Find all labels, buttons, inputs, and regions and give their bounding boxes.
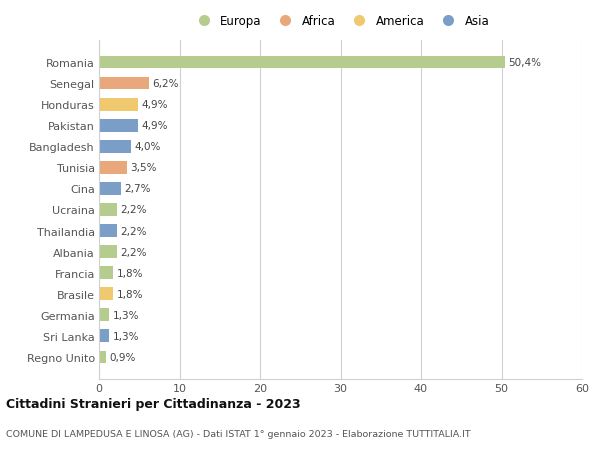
Text: 50,4%: 50,4% <box>508 58 541 68</box>
Bar <box>99 309 109 321</box>
Bar <box>99 78 149 90</box>
Text: 1,8%: 1,8% <box>117 289 143 299</box>
Text: 3,5%: 3,5% <box>130 163 157 173</box>
Bar <box>99 99 139 111</box>
Text: 6,2%: 6,2% <box>152 79 179 89</box>
Text: 2,2%: 2,2% <box>120 205 146 215</box>
Text: 0,9%: 0,9% <box>109 352 136 362</box>
Bar <box>99 225 117 237</box>
Text: 4,0%: 4,0% <box>134 142 161 152</box>
Text: COMUNE DI LAMPEDUSA E LINOSA (AG) - Dati ISTAT 1° gennaio 2023 - Elaborazione TU: COMUNE DI LAMPEDUSA E LINOSA (AG) - Dati… <box>6 429 470 438</box>
Text: 2,2%: 2,2% <box>120 247 146 257</box>
Bar <box>99 267 113 280</box>
Bar <box>99 183 121 195</box>
Text: 4,9%: 4,9% <box>142 100 168 110</box>
Bar <box>99 140 131 153</box>
Bar <box>99 288 113 300</box>
Text: 4,9%: 4,9% <box>142 121 168 131</box>
Bar <box>99 246 117 258</box>
Text: 1,8%: 1,8% <box>117 268 143 278</box>
Bar <box>99 162 127 174</box>
Bar <box>99 351 106 364</box>
Bar <box>99 56 505 69</box>
Text: 1,3%: 1,3% <box>113 331 139 341</box>
Text: Cittadini Stranieri per Cittadinanza - 2023: Cittadini Stranieri per Cittadinanza - 2… <box>6 397 301 410</box>
Text: 2,7%: 2,7% <box>124 184 151 194</box>
Bar <box>99 120 139 132</box>
Text: 2,2%: 2,2% <box>120 226 146 236</box>
Text: 1,3%: 1,3% <box>113 310 139 320</box>
Bar <box>99 204 117 216</box>
Bar <box>99 330 109 342</box>
Legend: Europa, Africa, America, Asia: Europa, Africa, America, Asia <box>187 10 494 33</box>
